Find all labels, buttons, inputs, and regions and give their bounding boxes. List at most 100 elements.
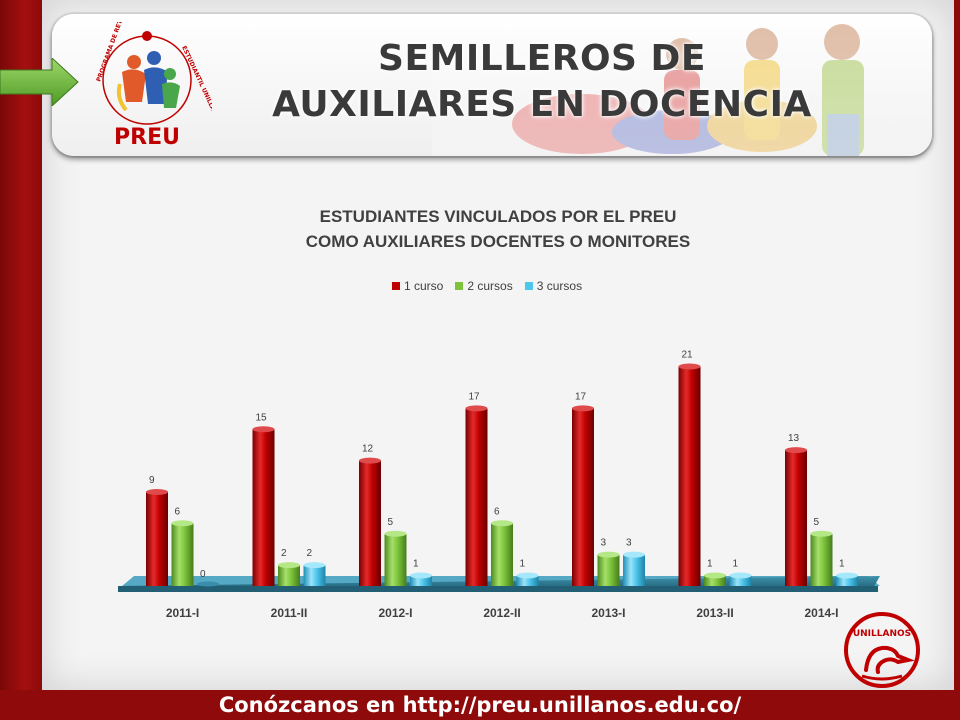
slide-title: SEMILLEROS DE AUXILIARES EN DOCENCIA	[242, 36, 842, 128]
bar-top-series-1-curso	[359, 457, 381, 464]
green-arrow-icon	[0, 58, 79, 106]
data-label: 9	[149, 475, 155, 486]
bar-top-series-1-curso	[465, 405, 488, 412]
data-label: 1	[839, 559, 845, 570]
bar-series-2-cursos	[384, 533, 407, 586]
bar-series-2-cursos	[491, 523, 513, 586]
legend-swatch	[455, 282, 464, 290]
left-red-band	[0, 0, 42, 720]
data-label: 3	[626, 538, 632, 549]
data-label: 1	[733, 559, 739, 570]
data-label: 5	[814, 517, 820, 528]
bar-series-3-cursos	[197, 581, 219, 587]
preu-logo: PROGRAMA DE RETENCIÓN ESTUDIANTIL UNILLA…	[95, 22, 212, 150]
bar-top-series-2-cursos	[597, 551, 620, 558]
data-label: 0	[200, 569, 206, 580]
legend-swatch	[392, 282, 400, 290]
legend-item-2-cursos: 2 cursos	[455, 279, 513, 293]
chart-title: ESTUDIANTES VINCULADOS POR EL PREU COMO …	[198, 204, 798, 254]
data-label: 6	[175, 506, 181, 517]
bar-series-3-cursos	[516, 575, 539, 586]
students-illustration	[432, 14, 932, 156]
legend-label: 1 curso	[404, 279, 444, 293]
data-label: 17	[469, 391, 481, 402]
bar-top-series-2-cursos	[171, 520, 194, 527]
bar-top-series-3-cursos	[303, 562, 326, 569]
bar-series-1-curso	[465, 408, 488, 586]
data-label: 2	[307, 548, 313, 559]
title-banner: PROGRAMA DE RETENCIÓN ESTUDIANTIL UNILLA…	[52, 14, 932, 156]
bar-series-2-cursos	[704, 575, 726, 586]
bar-series-3-cursos	[836, 575, 858, 586]
data-label: 2	[281, 548, 287, 559]
bar-top-series-1-curso	[572, 405, 594, 412]
bar-top-series-2-cursos	[491, 520, 513, 527]
legend-swatch	[524, 282, 533, 290]
data-label: 13	[788, 433, 800, 444]
bar-top-series-3-cursos	[410, 572, 432, 579]
data-label: 5	[388, 517, 394, 528]
title-line-1: SEMILLEROS DE	[378, 38, 706, 79]
chart-title-line-2: COMO AUXILIARES DOCENTES O MONITORES	[305, 232, 691, 251]
bar-top-series-3-cursos	[623, 551, 645, 558]
x-tick-label: 2012-I	[378, 606, 412, 620]
bar-top-series-1-curso	[146, 488, 168, 495]
bar-top-series-1-curso	[252, 426, 275, 433]
data-label: 17	[575, 391, 587, 402]
data-label: 3	[601, 538, 607, 549]
legend-label: 2 cursos	[467, 279, 513, 293]
bar-series-2-cursos	[171, 523, 194, 586]
bar-series-3-cursos	[729, 575, 752, 586]
unillanos-seal: UNILLANOS	[844, 612, 920, 688]
x-tick-label: 2011-II	[271, 606, 308, 620]
bar-series-2-cursos	[597, 554, 620, 586]
bar-series-3-cursos	[303, 565, 326, 586]
legend-label: 3 cursos	[536, 279, 583, 293]
seal-text: UNILLANOS	[853, 629, 911, 639]
chart-bars	[146, 363, 858, 587]
bar-series-1-curso	[252, 429, 275, 586]
data-label: 21	[682, 350, 694, 361]
data-label: 1	[413, 559, 419, 570]
bar-top-series-1-curso	[678, 363, 701, 370]
bar-series-1-curso	[678, 366, 701, 586]
data-label: 12	[362, 444, 374, 455]
logo-text: PREU	[114, 125, 180, 150]
chart-legend: 1 curso 2 cursos 3 cursos	[392, 278, 594, 294]
legend-item-1-curso: 1 curso	[392, 279, 443, 293]
bar-series-3-cursos	[410, 575, 432, 586]
bar-top-series-3-cursos	[516, 572, 539, 579]
x-tick-label: 2013-II	[696, 606, 733, 620]
x-tick-label: 2012-II	[483, 606, 520, 620]
x-tick-label: 2011-I	[166, 606, 199, 620]
bar-series-1-curso	[785, 450, 807, 586]
bar-series-1-curso	[572, 408, 594, 586]
bar-series-2-cursos	[810, 533, 833, 586]
x-tick-label: 2014-I	[804, 606, 838, 620]
chart-floor-edge	[118, 586, 878, 592]
bar-top-series-3-cursos	[836, 572, 858, 579]
data-label: 1	[707, 559, 713, 570]
bar-top-series-3-cursos	[729, 572, 752, 579]
bar-series-1-curso	[146, 491, 168, 586]
bar-series-1-curso	[359, 460, 381, 586]
footer-bar	[0, 690, 960, 720]
x-tick-label: 2013-I	[591, 606, 625, 620]
bar-series-2-cursos	[278, 565, 300, 586]
bar-top-series-1-curso	[785, 447, 807, 454]
chart-title-line-1: ESTUDIANTES VINCULADOS POR EL PREU	[319, 207, 677, 226]
bar-top-series-2-cursos	[278, 562, 300, 569]
footer-link[interactable]: Conózcanos en http://preu.unillanos.edu.…	[218, 693, 742, 717]
data-label: 6	[494, 506, 500, 517]
data-label: 15	[256, 412, 268, 423]
right-red-band	[954, 0, 960, 720]
legend-item-3-cursos: 3 cursos	[524, 279, 583, 293]
bar-top-series-2-cursos	[384, 530, 407, 537]
bar-series-3-cursos	[623, 554, 645, 586]
bar-top-series-2-cursos	[810, 530, 833, 537]
bar-top-series-2-cursos	[704, 572, 726, 579]
title-line-2: AUXILIARES EN DOCENCIA	[272, 84, 812, 125]
